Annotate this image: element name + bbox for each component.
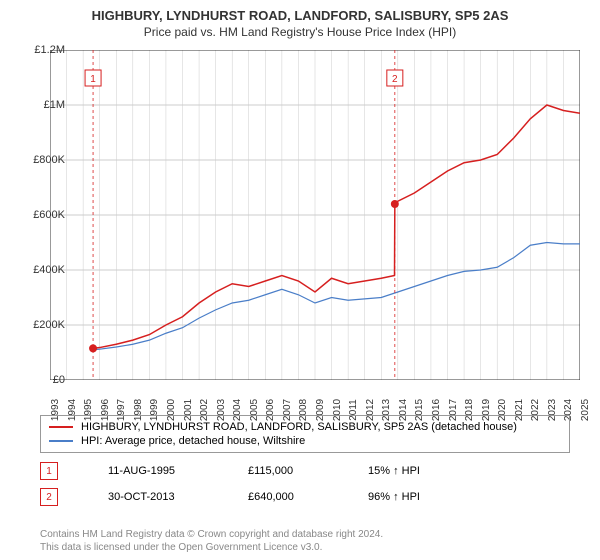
legend: HIGHBURY, LYNDHURST ROAD, LANDFORD, SALI… bbox=[40, 415, 570, 453]
legend-label: HPI: Average price, detached house, Wilt… bbox=[81, 435, 305, 447]
sale-marker-1: 1 bbox=[40, 462, 58, 480]
price-chart: 12 bbox=[50, 50, 580, 380]
y-tick-label: £1.2M bbox=[34, 44, 65, 56]
sale-marker-2: 2 bbox=[40, 488, 58, 506]
chart-title: HIGHBURY, LYNDHURST ROAD, LANDFORD, SALI… bbox=[0, 0, 600, 23]
sale-price: £115,000 bbox=[248, 465, 328, 477]
y-tick-label: £1M bbox=[44, 99, 65, 111]
sale-delta: 96% ↑ HPI bbox=[368, 491, 420, 503]
sale-price: £640,000 bbox=[248, 491, 328, 503]
y-tick-label: £400K bbox=[33, 264, 65, 276]
sale-delta: 15% ↑ HPI bbox=[368, 465, 420, 477]
sale-row-1: 1 11-AUG-1995 £115,000 15% ↑ HPI bbox=[40, 462, 420, 480]
x-tick-label: 2025 bbox=[580, 399, 591, 421]
chart-subtitle: Price paid vs. HM Land Registry's House … bbox=[0, 23, 600, 39]
legend-item: HIGHBURY, LYNDHURST ROAD, LANDFORD, SALI… bbox=[49, 420, 561, 434]
y-tick-label: £0 bbox=[53, 374, 65, 386]
svg-text:1: 1 bbox=[90, 74, 96, 85]
footer-line-2: This data is licensed under the Open Gov… bbox=[40, 541, 383, 554]
svg-text:2: 2 bbox=[392, 74, 398, 85]
footer-attribution: Contains HM Land Registry data © Crown c… bbox=[40, 528, 383, 554]
chart-container: HIGHBURY, LYNDHURST ROAD, LANDFORD, SALI… bbox=[0, 0, 600, 560]
y-tick-label: £200K bbox=[33, 319, 65, 331]
legend-swatch bbox=[49, 426, 73, 428]
y-tick-label: £800K bbox=[33, 154, 65, 166]
y-tick-label: £600K bbox=[33, 209, 65, 221]
sale-date: 30-OCT-2013 bbox=[108, 491, 208, 503]
legend-label: HIGHBURY, LYNDHURST ROAD, LANDFORD, SALI… bbox=[81, 421, 517, 433]
sale-date: 11-AUG-1995 bbox=[108, 465, 208, 477]
sale-row-2: 2 30-OCT-2013 £640,000 96% ↑ HPI bbox=[40, 488, 420, 506]
footer-line-1: Contains HM Land Registry data © Crown c… bbox=[40, 528, 383, 541]
legend-swatch bbox=[49, 440, 73, 442]
legend-item: HPI: Average price, detached house, Wilt… bbox=[49, 434, 561, 448]
